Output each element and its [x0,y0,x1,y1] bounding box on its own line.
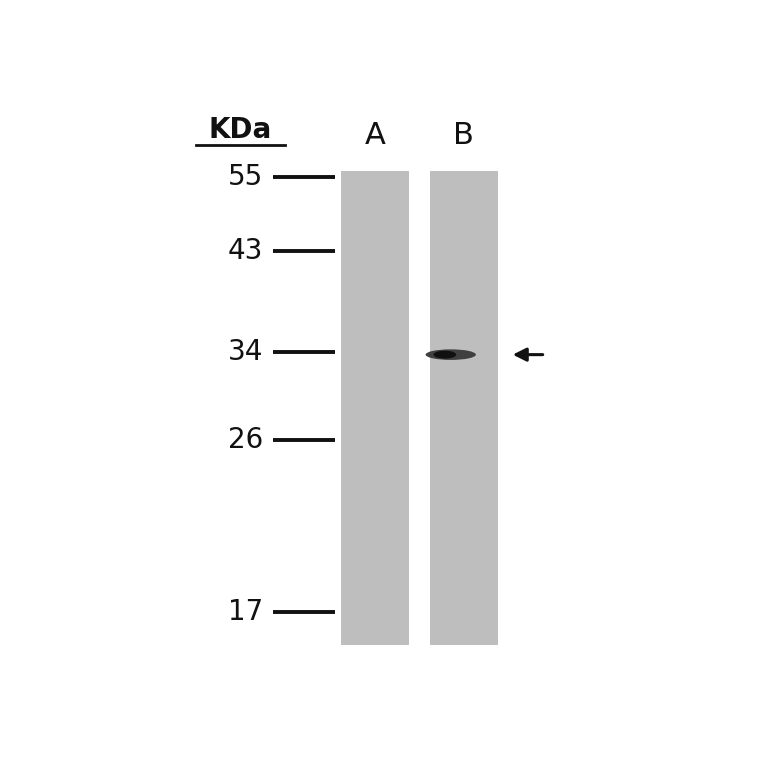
Bar [430,171,498,645]
Text: 17: 17 [228,598,263,626]
Text: 26: 26 [228,426,263,454]
Ellipse shape [426,349,476,360]
Bar [342,171,410,645]
Text: 43: 43 [228,237,263,264]
Text: 34: 34 [228,338,263,366]
Text: 55: 55 [228,163,263,191]
Text: KDa: KDa [209,116,272,144]
Text: B: B [453,121,474,151]
Text: A: A [364,121,385,151]
Ellipse shape [433,351,456,358]
